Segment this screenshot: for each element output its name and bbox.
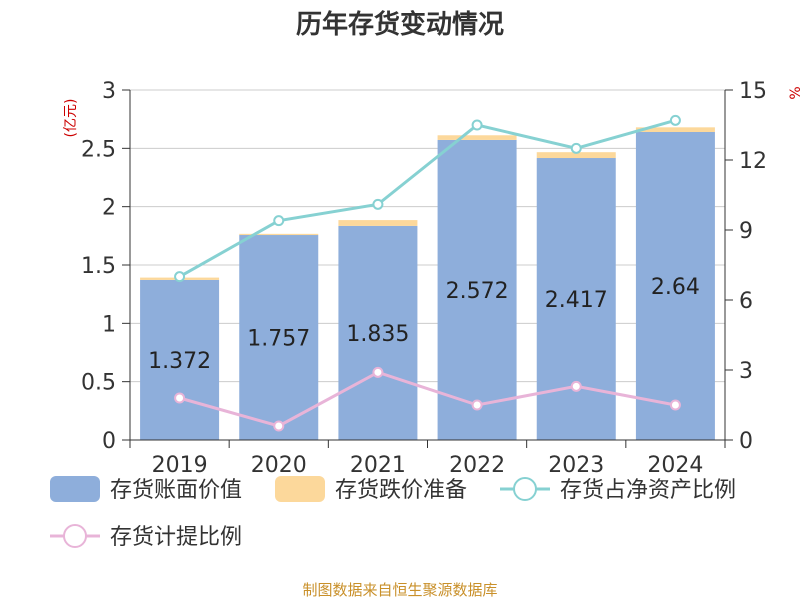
left-tick-label: 1 <box>102 312 116 337</box>
series-point <box>570 142 582 154</box>
bar-inventory-impairment <box>437 135 517 140</box>
left-tick-label: 2 <box>102 196 116 221</box>
bar-inventory-impairment <box>536 152 616 159</box>
x-tick-label: 2020 <box>251 453 307 478</box>
left-tick-label: 1.5 <box>81 254 116 279</box>
bar-inventory-value <box>536 158 616 440</box>
series-point <box>273 420 285 432</box>
series-point <box>471 399 483 411</box>
series-line <box>178 118 676 278</box>
series-point <box>174 392 186 404</box>
left-axis-unit: (亿元) <box>63 99 79 138</box>
bar-value-label: 2.572 <box>446 279 509 304</box>
legend-marker <box>63 524 87 548</box>
bar-inventory-value <box>437 139 517 440</box>
right-tick-label: 12 <box>739 149 767 174</box>
left-tick-label: 0 <box>102 429 116 454</box>
lines-group <box>174 114 681 432</box>
series-point <box>669 399 681 411</box>
bar-value-label: 1.757 <box>247 327 310 352</box>
series-point <box>669 114 681 126</box>
right-tick-label: 6 <box>739 289 753 314</box>
x-tick-label: 2024 <box>647 453 703 478</box>
left-tick-label: 2.5 <box>81 137 116 162</box>
x-tick-label: 2019 <box>152 453 208 478</box>
series-point <box>174 271 186 283</box>
series-point <box>372 366 384 378</box>
x-tick-label: 2022 <box>449 453 505 478</box>
legend-swatch <box>275 476 325 502</box>
right-tick-label: 9 <box>739 219 753 244</box>
series-point <box>570 380 582 392</box>
series-point <box>273 215 285 227</box>
bar-value-label: 2.64 <box>651 275 700 300</box>
series-line <box>179 370 676 428</box>
left-tick-label: 0.5 <box>81 371 116 396</box>
axes-group: 0 0.5 1 1.5 2 2.5 3 0 3 6 9 12 15 2019 2020 2021 2022 202… <box>81 79 767 478</box>
right-tick-label: 3 <box>739 359 753 384</box>
x-tick-label: 2021 <box>350 453 406 478</box>
legend-label: 存货占净资产比例 <box>560 478 736 503</box>
bar-inventory-impairment <box>635 127 715 132</box>
bar-inventory-value <box>239 235 319 440</box>
legend-swatch <box>50 476 100 502</box>
bar-value-label: 1.372 <box>148 349 211 374</box>
bar-inventory-impairment <box>239 233 319 236</box>
legend-label: 存货计提比例 <box>110 525 242 550</box>
bar-inventory-value <box>140 279 220 440</box>
bar-inventory-impairment <box>338 220 418 226</box>
series-point <box>372 198 384 210</box>
bar-inventory-value <box>338 225 418 440</box>
bar-value-label: 2.417 <box>545 288 608 313</box>
legend-label: 存货跌价准备 <box>335 478 467 503</box>
series-point <box>471 119 483 131</box>
chart-title: 历年存货变动情况 <box>296 9 504 40</box>
gridlines <box>130 89 725 383</box>
x-tick-label: 2023 <box>548 453 604 478</box>
right-axis-unit: % <box>788 86 800 99</box>
left-tick-label: 3 <box>102 79 116 104</box>
bars-group: 1.372 1.757 1.835 2.572 2.417 2.64 <box>140 127 715 440</box>
right-tick-label: 15 <box>739 79 767 104</box>
bar-value-label: 1.835 <box>346 322 409 347</box>
right-tick-label: 0 <box>739 429 753 454</box>
legend-marker <box>513 477 537 501</box>
legend-label: 存货账面价值 <box>110 478 242 503</box>
source-note: 制图数据来自恒生聚源数据库 <box>302 581 497 599</box>
bar-inventory-value <box>635 132 715 440</box>
